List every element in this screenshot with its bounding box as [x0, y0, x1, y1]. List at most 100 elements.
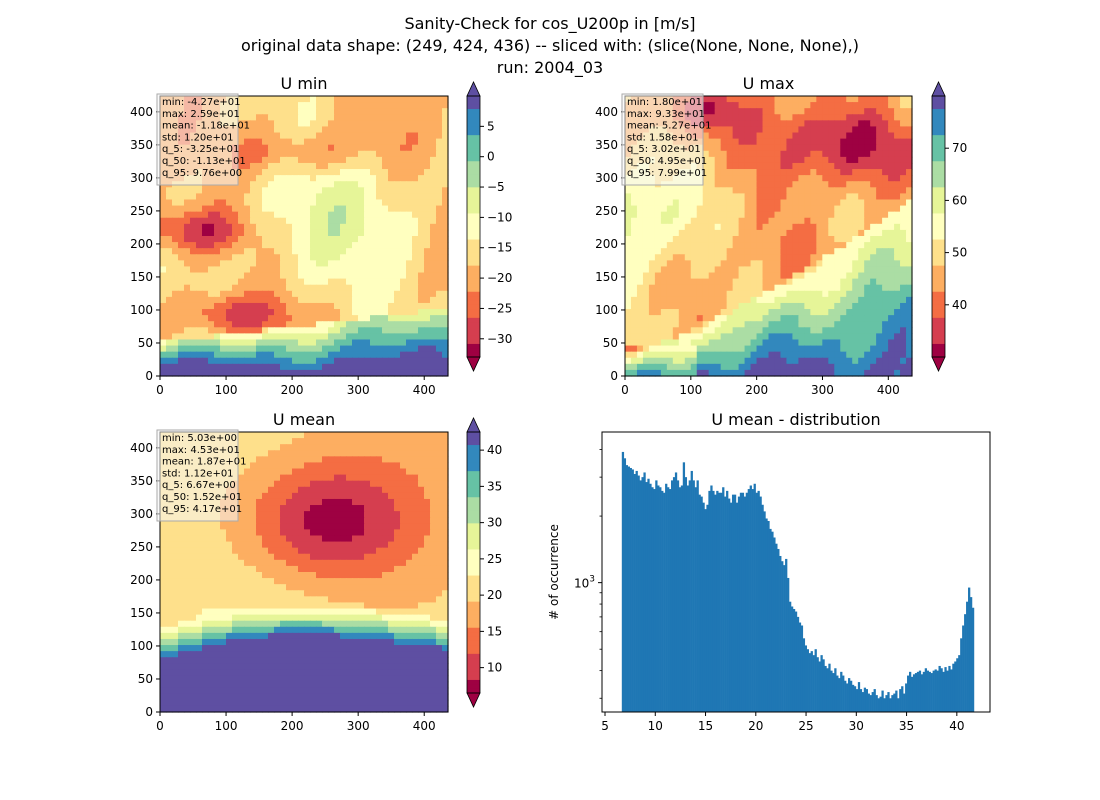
heatmap-cell	[400, 290, 407, 298]
colorbar-segment	[467, 209, 480, 214]
heatmap-cell	[310, 169, 317, 176]
heatmap-cell	[160, 321, 167, 328]
heatmap-cell	[906, 242, 913, 249]
heatmap-cell	[328, 456, 335, 464]
heatmap-cell	[334, 357, 341, 365]
heatmap-cell	[424, 248, 431, 255]
heatmap-cell	[262, 132, 269, 140]
heatmap-cell	[442, 211, 449, 219]
heatmap-cell	[244, 254, 251, 261]
heatmap-cell	[226, 321, 233, 328]
heatmap-cell	[804, 284, 811, 292]
heatmap-cell	[232, 309, 239, 316]
heatmap-cell	[274, 462, 281, 470]
heatmap-cell	[310, 229, 317, 237]
heatmap-cell	[900, 199, 907, 207]
heatmap-cell	[352, 333, 359, 341]
heatmap-cell	[310, 302, 317, 310]
heatmap-cell	[418, 217, 425, 225]
heatmap-cell	[190, 242, 197, 249]
heatmap-cell	[232, 284, 239, 292]
heatmap-cell	[184, 223, 191, 231]
heatmap-cell	[376, 205, 383, 213]
heatmap-cell	[876, 169, 883, 176]
heatmap-cell	[184, 254, 191, 261]
heatmap-cell	[714, 181, 722, 188]
heatmap-cell	[852, 199, 859, 207]
heatmap-cell	[882, 327, 889, 334]
y-tick-label: 50	[138, 336, 153, 350]
heatmap-cell	[370, 126, 377, 134]
heatmap-cell	[798, 296, 805, 304]
heatmap-cell	[322, 102, 329, 109]
heatmap-cell	[382, 327, 389, 334]
heatmap-cell	[654, 205, 662, 213]
heatmap-cell	[762, 108, 770, 115]
heatmap-cell	[166, 211, 173, 219]
heatmap-cell	[696, 351, 704, 359]
heatmap-cell	[298, 456, 305, 464]
heatmap-cell	[430, 132, 437, 140]
figure-title-line-2: original data shape: (249, 424, 436) -- …	[241, 36, 859, 55]
heatmap-cell	[732, 357, 740, 365]
heatmap-cell	[846, 138, 853, 146]
heatmap-cell	[702, 296, 710, 304]
heatmap-cell	[708, 211, 716, 219]
heatmap-cell	[702, 205, 710, 213]
heatmap-cell	[436, 432, 443, 439]
heatmap-cell	[256, 175, 263, 182]
heatmap-cell	[732, 266, 740, 274]
heatmap-cell	[214, 242, 221, 249]
heatmap-cell	[196, 242, 203, 249]
heatmap-cell	[184, 211, 191, 219]
heatmap-cell	[346, 96, 353, 103]
heatmap-cell	[310, 260, 317, 268]
heatmap-cell	[780, 278, 788, 286]
heatmap-cell	[304, 132, 311, 140]
heatmap-cell	[352, 345, 359, 353]
heatmap-cell	[196, 345, 203, 353]
heatmap-cell	[304, 260, 311, 268]
heatmap-cell	[292, 114, 299, 121]
heatmap-cell	[804, 296, 811, 304]
heatmap-cell	[352, 169, 359, 176]
heatmap-cell	[400, 296, 407, 304]
heatmap-cell	[750, 229, 758, 237]
heatmap-cell	[298, 309, 305, 316]
heatmap-cell	[810, 96, 817, 103]
heatmap-cell	[352, 138, 359, 146]
heatmap-cell	[714, 242, 722, 249]
heatmap-cell	[424, 144, 431, 152]
heatmap-cell	[690, 272, 698, 280]
heatmap-cell	[388, 205, 395, 213]
heatmap-cell	[394, 236, 401, 243]
heatmap-cell	[268, 254, 275, 261]
heatmap-cell	[364, 290, 371, 298]
heatmap-cell	[846, 242, 853, 249]
heatmap-cell	[190, 357, 197, 365]
heatmap-cell	[220, 363, 227, 371]
heatmap-cell	[906, 144, 913, 152]
heatmap-cell	[256, 162, 263, 170]
heatmap-cell	[298, 272, 305, 280]
heatmap-cell	[804, 302, 811, 310]
heatmap-cell	[244, 193, 251, 201]
heatmap-cell	[322, 357, 329, 365]
heatmap-cell	[304, 114, 311, 121]
heatmap-cell	[358, 351, 365, 359]
heatmap-cell	[846, 248, 853, 255]
heatmap-cell	[786, 108, 794, 115]
heatmap-cell	[828, 309, 835, 316]
heatmap-cell	[274, 138, 281, 146]
heatmap-cell	[732, 199, 740, 207]
heatmap-cell	[406, 339, 413, 347]
heatmap-cell	[340, 345, 347, 353]
heatmap-cell	[292, 272, 299, 280]
heatmap-cell	[340, 217, 347, 225]
heatmap-cell	[822, 205, 829, 213]
colorbar-segment	[467, 235, 480, 241]
heatmap-cell	[280, 199, 287, 207]
heatmap-cell	[625, 266, 632, 274]
heatmap-cell	[262, 345, 269, 353]
heatmap-cell	[756, 266, 764, 274]
